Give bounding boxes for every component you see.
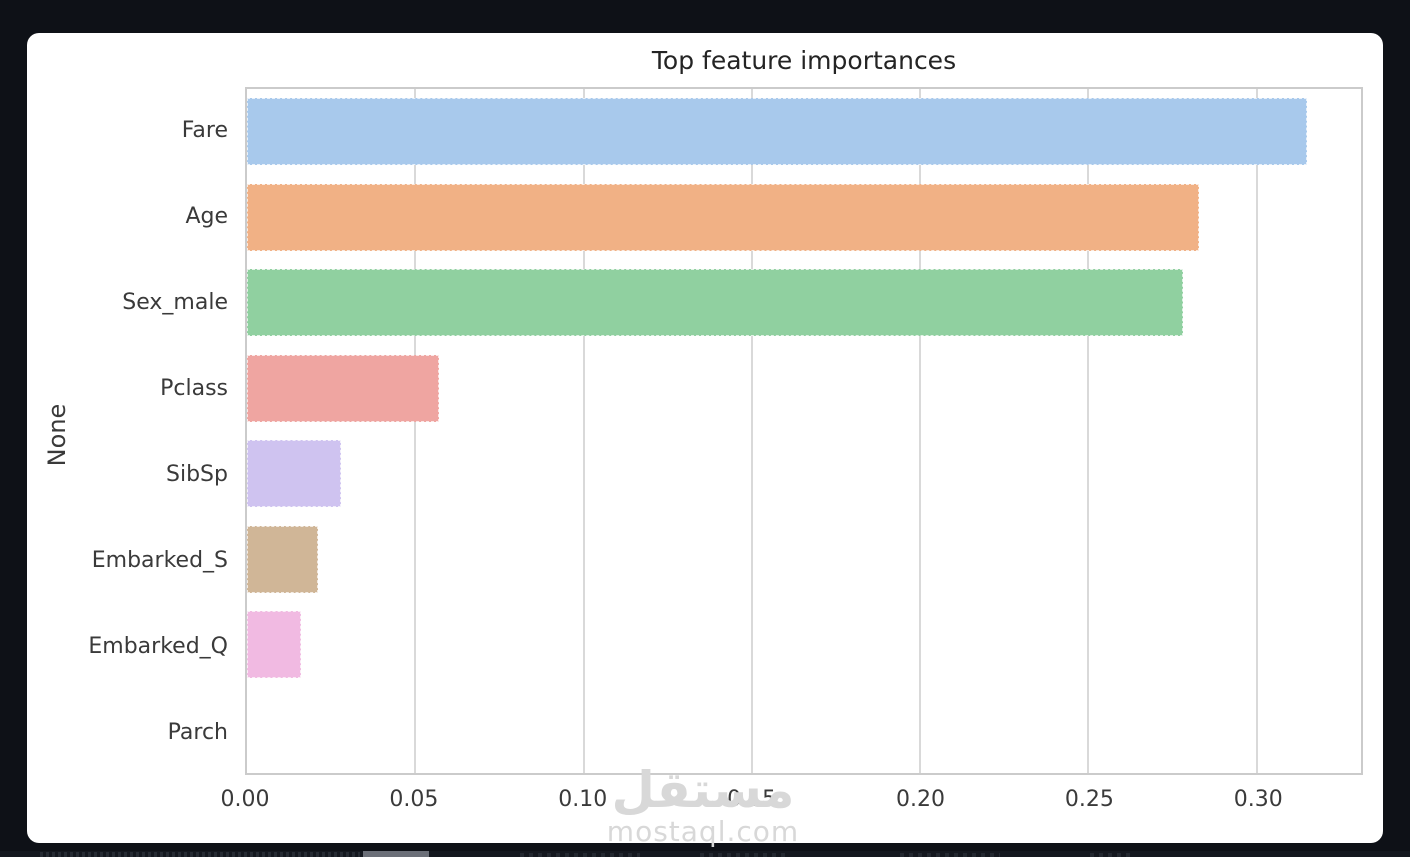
y-tick-label-sibsp: SibSp: [166, 461, 228, 487]
x-tick-labels-row: 0.00 0.05 0.10 0.15 0.20 0.25 0.30: [221, 785, 1363, 815]
bar-fare: [247, 98, 1308, 166]
cropped-text-artifact: [520, 853, 640, 857]
figure-card: Top feature importances None Fare Age Sex_…: [27, 33, 1383, 847]
gridline-x-0.20: [919, 89, 922, 773]
x-tick-label: 0.10: [558, 787, 608, 812]
y-tick-labels-column: Fare Age Sex_male Pclass SibSp Embarked_S Emba…: [27, 87, 228, 775]
y-tick-label-sex_male: Sex_male: [122, 289, 228, 315]
bar-row-embarked_s: [247, 517, 1361, 603]
cropped-text-artifact: [1090, 853, 1130, 857]
cropped-bottom-ui-row: [0, 851, 1410, 857]
bar-row-age: [247, 175, 1361, 261]
bar-pclass: [247, 354, 439, 422]
bars-container: [247, 89, 1361, 773]
y-tick-label-pclass: Pclass: [160, 375, 228, 401]
chart-title: Top feature importances: [651, 46, 957, 75]
bar-row-embarked_q: [247, 602, 1361, 688]
bar-embarked_s: [247, 525, 318, 593]
gridline-x-0.05: [414, 89, 417, 773]
gridline-x-0.10: [582, 89, 585, 773]
cropped-text-artifact: [700, 853, 790, 857]
cropped-text-artifact: [900, 853, 1000, 857]
watermark-domain-text: mostaql.com: [606, 815, 800, 848]
x-tick-label: 0.25: [1064, 787, 1114, 812]
y-tick-label-age: Age: [185, 203, 228, 229]
gridline-x-0.15: [750, 89, 753, 773]
y-tick-label-embarked_s: Embarked_S: [91, 547, 228, 573]
gridline-x-0.25: [1087, 89, 1090, 773]
bar-sex_male: [247, 269, 1183, 337]
gridlines: [247, 89, 1361, 773]
plot-area: [245, 87, 1363, 775]
bar-row-fare: [247, 89, 1361, 175]
cropped-highlight-artifact: [363, 851, 429, 857]
y-tick-label-parch: Parch: [167, 719, 228, 745]
bar-row-sibsp: [247, 431, 1361, 517]
x-tick-label: 0.00: [220, 787, 270, 812]
x-tick-label: 0.30: [1233, 787, 1283, 812]
cropped-text-artifact: [40, 852, 360, 857]
bar-embarked_q: [247, 611, 301, 679]
bar-sibsp: [247, 440, 342, 508]
x-tick-label: 0.15: [727, 787, 777, 812]
bar-row-parch: [247, 688, 1361, 774]
bar-age: [247, 183, 1200, 251]
bar-row-pclass: [247, 346, 1361, 432]
y-tick-label-embarked_q: Embarked_Q: [88, 633, 228, 659]
y-tick-label-fare: Fare: [181, 117, 228, 143]
x-tick-label: 0.20: [896, 787, 946, 812]
gridline-x-0.30: [1255, 89, 1258, 773]
x-tick-label: 0.05: [389, 787, 439, 812]
bar-row-sex_male: [247, 260, 1361, 346]
